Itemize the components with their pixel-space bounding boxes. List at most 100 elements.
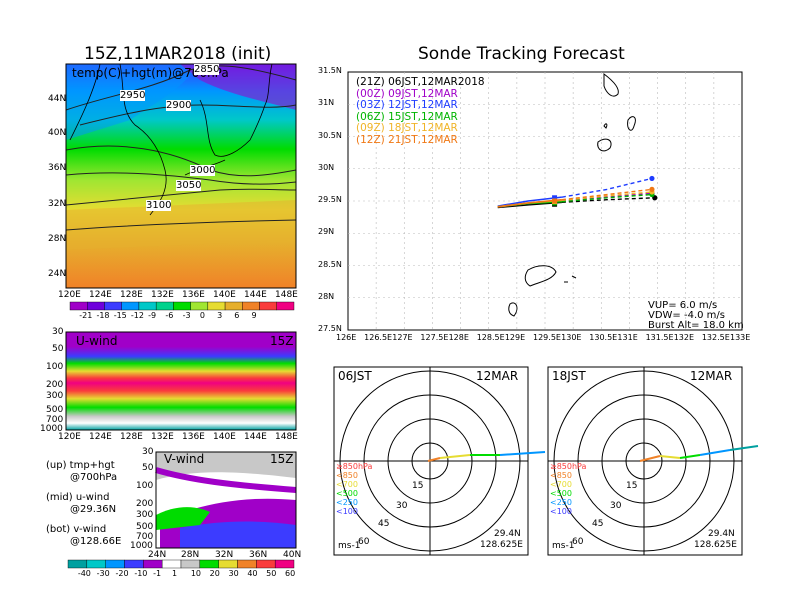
- hodograph-trace: [427, 457, 441, 462]
- track-y-tick: 30.5N: [318, 130, 342, 140]
- track-x-tick: 131E: [617, 333, 638, 342]
- track-ascent-line: [497, 198, 562, 208]
- landing-point: [649, 186, 655, 192]
- lon-tick: 148E: [275, 290, 298, 300]
- track-y-tick: 31.5N: [318, 66, 342, 75]
- hodograph-trace: [439, 454, 471, 459]
- track-y-tick: 27.5N: [318, 324, 342, 333]
- lat-tick: 40N: [48, 128, 67, 138]
- hodograph-trace: [729, 445, 759, 451]
- hodo-level-label: <100: [550, 507, 572, 516]
- lat-tick: 44N: [48, 94, 67, 104]
- hodo-level-label: <100: [336, 507, 358, 516]
- track-ascent-line: [497, 196, 562, 207]
- uwind-y-tick: 500: [46, 405, 64, 415]
- hodograph-trace: [699, 449, 731, 456]
- legend-mid: (mid) u-wind: [46, 492, 110, 503]
- contour-label: 3000: [190, 165, 216, 176]
- track-x-tick: 130E: [561, 333, 582, 342]
- uwind-x-tick: 132E: [151, 432, 174, 442]
- lon-tick: 132E: [151, 290, 174, 300]
- hodo-speed-label: 30: [396, 501, 408, 511]
- hodo-lon: 128.625E: [694, 540, 737, 550]
- temp-colorbar-label: -15: [113, 311, 127, 320]
- vwind-y-tick: 50: [142, 463, 154, 473]
- uwind-x-tick: 148E: [275, 432, 298, 442]
- vwind-y-tick: 500: [136, 522, 154, 532]
- track-y-tick: 30N: [318, 162, 335, 172]
- track-x-tick: 131.5E: [645, 333, 674, 342]
- track-legend-entry: (06Z) 15JST,12MAR: [356, 110, 458, 123]
- contour-label: 2950: [120, 90, 146, 101]
- uwind-x-tick: 120E: [58, 432, 81, 442]
- lon-tick: 136E: [182, 290, 205, 300]
- wind-colorbar-label: -40: [77, 569, 91, 578]
- track-x-tick: 132E: [673, 333, 695, 342]
- hodo-date: 12MAR: [476, 369, 519, 383]
- temp-colorbar-label: 6: [234, 311, 240, 320]
- uwind-x-tick: 124E: [89, 432, 112, 442]
- track-y-tick: 29.5N: [318, 195, 342, 204]
- wind-colorbar-label: 10: [190, 569, 202, 578]
- legend-bot-level: @128.66E: [70, 536, 122, 547]
- hodo-unit: ms-1: [338, 541, 361, 551]
- hodo-speed-label: 15: [412, 481, 424, 491]
- contour-label: 2900: [166, 100, 192, 111]
- vwind-x-tick: 28N: [181, 550, 200, 560]
- track-legend-entry: (12Z) 21JST,12MAR: [356, 133, 458, 146]
- vwind-x-tick: 24N: [148, 550, 167, 560]
- uwind-y-tick: 200: [46, 380, 64, 390]
- vwind-x-tick: 40N: [283, 550, 302, 560]
- wind-colorbar-label: -30: [96, 569, 110, 578]
- hodo-level-label: <500: [550, 489, 572, 498]
- track-x-tick: 126.5E: [364, 333, 393, 342]
- burst-point: [552, 198, 558, 204]
- temp-colorbar-label: -6: [165, 311, 174, 320]
- uwind-y-tick: 50: [52, 344, 64, 354]
- track-y-tick: 28.5N: [318, 259, 342, 269]
- uwind-y-tick: 100: [46, 362, 64, 372]
- hodo-level-label: <850: [336, 471, 358, 480]
- lon-tick: 144E: [244, 290, 267, 300]
- hodo-speed-label: 15: [626, 481, 638, 491]
- vwind-y-tick: 100: [136, 481, 154, 491]
- uwind-time: 15Z: [270, 334, 294, 348]
- hodo-speed-label: 45: [378, 519, 390, 529]
- track-x-tick: 132.5E: [701, 333, 730, 342]
- hodo-speed-label: 45: [592, 519, 604, 529]
- uwind-y-tick: 30: [52, 327, 64, 337]
- vwind-y-tick: 700: [136, 532, 154, 542]
- uwind-y-tick: 300: [46, 391, 64, 401]
- wind-colorbar-label: -20: [115, 569, 129, 578]
- wind-colorbar-label: 30: [228, 569, 239, 578]
- vwind-x-tick: 36N: [249, 550, 268, 560]
- vwind-y-tick: 1000: [130, 541, 153, 551]
- track-x-tick: 130.5E: [589, 333, 618, 342]
- hodo-date: 12MAR: [690, 369, 733, 383]
- wind-colorbar-label: -10: [134, 569, 148, 578]
- hodo-time: 06JST: [338, 369, 372, 383]
- track-title: Sonde Tracking Forecast: [418, 44, 625, 64]
- track-legend-entry: (21Z) 06JST,12MAR2018: [356, 76, 485, 88]
- wind-colorbar-swatch: [274, 559, 295, 569]
- lat-tick: 24N: [48, 269, 67, 279]
- vwind-y-tick: 300: [136, 510, 154, 520]
- lon-tick: 124E: [89, 290, 112, 300]
- track-descent-line: [561, 177, 653, 198]
- track-x-tick: 129E: [504, 333, 526, 342]
- track-ascent-line: [497, 201, 562, 209]
- uwind-x-tick: 140E: [213, 432, 236, 442]
- wind-colorbar-label: 20: [209, 569, 220, 578]
- vwind-y-tick: 30: [142, 447, 154, 457]
- temp-colorbar-label: -3: [182, 311, 191, 320]
- wind-colorbar-label: 40: [247, 569, 258, 578]
- wind-colorbar-label: 1: [172, 569, 178, 578]
- track-x-tick: 128.5E: [476, 333, 505, 342]
- hodograph-trace: [659, 455, 681, 459]
- hodograph-trace: [499, 451, 546, 456]
- wind-colorbar-label: -1: [153, 569, 162, 578]
- vwind-time: 15Z: [270, 452, 294, 466]
- hodo-speed-label: 60: [572, 537, 584, 547]
